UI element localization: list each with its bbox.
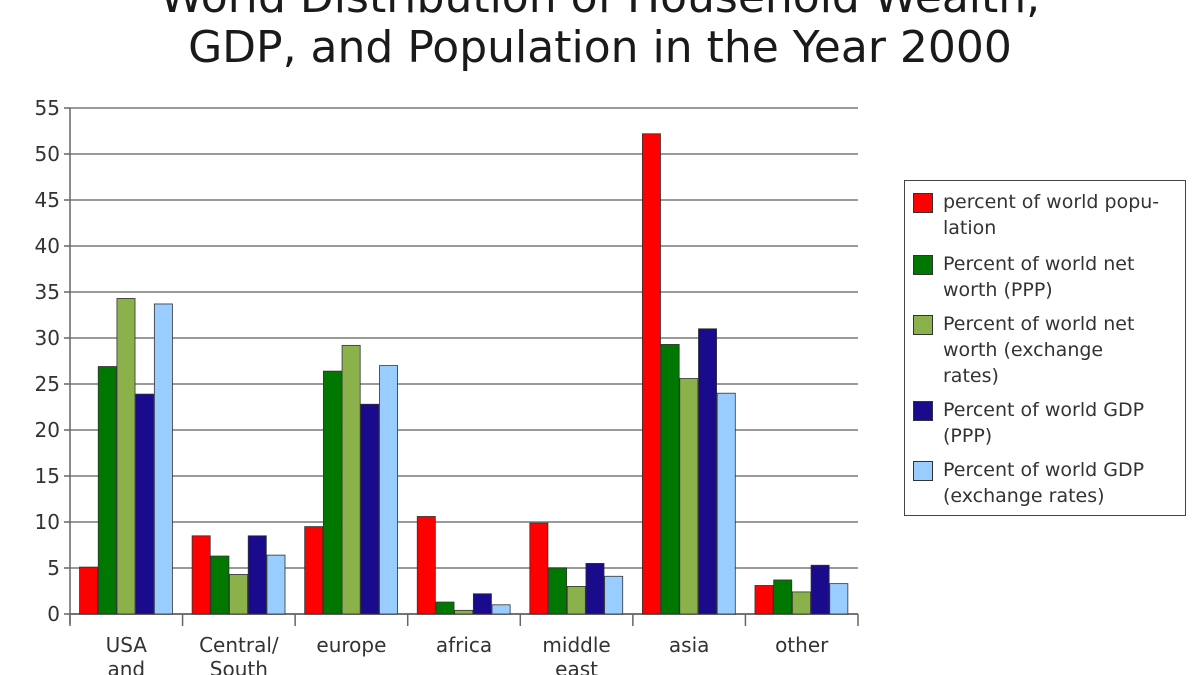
category-label: and — [107, 657, 145, 675]
legend-swatch-net-worth-ppp — [913, 255, 933, 275]
bar — [491, 604, 511, 615]
legend-label-line: rates) — [943, 365, 999, 387]
legend-label-line: (PPP) — [943, 425, 993, 447]
bar — [191, 535, 211, 615]
legend-label-net-worth-exchange: Percent of world net worth (exchange rat… — [943, 311, 1183, 389]
bar — [660, 344, 680, 615]
bar — [135, 393, 155, 615]
plot-area — [70, 108, 858, 614]
y-tick-label: 35 — [35, 280, 60, 304]
bar — [416, 516, 436, 615]
chart-title-line-1: World Distribution of Household Wealth, — [0, 0, 1200, 24]
bar — [754, 585, 774, 615]
bar — [548, 567, 568, 615]
bar — [566, 586, 586, 615]
category-label: asia — [669, 633, 710, 657]
legend-swatch-gdp-exchange — [913, 461, 933, 481]
legend-label-net-worth-ppp: Percent of world net worth (PPP) — [943, 251, 1183, 303]
bar — [153, 303, 173, 615]
legend-label-line: worth (PPP) — [943, 279, 1053, 301]
y-tick-label: 15 — [35, 464, 60, 488]
bar — [116, 298, 136, 615]
y-tick-label: 40 — [35, 234, 60, 258]
legend-label-gdp-ppp: Percent of world GDP (PPP) — [943, 397, 1183, 449]
y-tick-label: 25 — [35, 372, 60, 396]
bar — [698, 328, 717, 615]
category-label: other — [775, 633, 829, 657]
legend-swatch-gdp-ppp — [913, 401, 933, 421]
category-label: europe — [316, 633, 386, 657]
chart-title-line-2: GDP, and Population in the Year 2000 — [188, 22, 1012, 73]
bar — [529, 522, 549, 615]
y-tick-label: 55 — [35, 96, 60, 120]
y-tick-label: 30 — [35, 326, 60, 350]
bar — [773, 579, 793, 615]
legend-label-line: lation — [943, 217, 997, 239]
category-label: South — [210, 657, 268, 675]
legend-label-line: Percent of world GDP — [943, 459, 1145, 481]
bar — [79, 566, 99, 615]
legend-swatch-population — [913, 193, 933, 213]
bar — [229, 574, 249, 615]
legend-label-line: percent of world popu- — [943, 191, 1160, 213]
bar — [604, 575, 624, 615]
legend-label-line: worth (exchange — [943, 339, 1104, 361]
bar — [435, 601, 455, 615]
bar — [97, 366, 117, 615]
bar — [341, 344, 361, 615]
bar — [641, 133, 661, 615]
legend-label-line: (exchange rates) — [943, 485, 1105, 507]
y-tick-label: 20 — [35, 418, 60, 442]
legend-label-gdp-exchange: Percent of world GDP (exchange rates) — [943, 457, 1183, 509]
y-tick-label: 0 — [47, 602, 60, 626]
bar — [454, 609, 474, 615]
bar — [810, 564, 830, 615]
bar — [791, 591, 811, 615]
bar — [679, 378, 699, 615]
legend-label-line: Percent of world GDP — [943, 399, 1145, 421]
category-label: Central/ — [199, 633, 279, 657]
bar — [322, 370, 342, 615]
legend-label-line: Percent of world net — [943, 313, 1135, 335]
category-label: USA — [106, 633, 148, 657]
category-label: africa — [436, 633, 492, 657]
bar — [472, 593, 492, 615]
bar — [360, 403, 380, 615]
bar — [716, 392, 736, 615]
category-label: middle — [542, 633, 610, 657]
legend-label-population: percent of world popu- lation — [943, 189, 1183, 241]
bar — [210, 555, 230, 615]
chart-legend: percent of world popu- lation Percent of… — [904, 180, 1186, 516]
bar — [266, 554, 286, 615]
legend-label-line: Percent of world net — [943, 253, 1135, 275]
legend-swatch-net-worth-exchange — [913, 315, 933, 335]
bar — [247, 535, 267, 615]
y-tick-label: 5 — [47, 556, 60, 580]
bar — [829, 583, 849, 615]
y-tick-label: 10 — [35, 510, 60, 534]
category-label: east — [555, 657, 598, 675]
bar — [585, 563, 605, 615]
bar — [304, 526, 324, 615]
y-tick-label: 45 — [35, 188, 60, 212]
y-tick-label: 50 — [35, 142, 60, 166]
bar — [379, 365, 398, 615]
